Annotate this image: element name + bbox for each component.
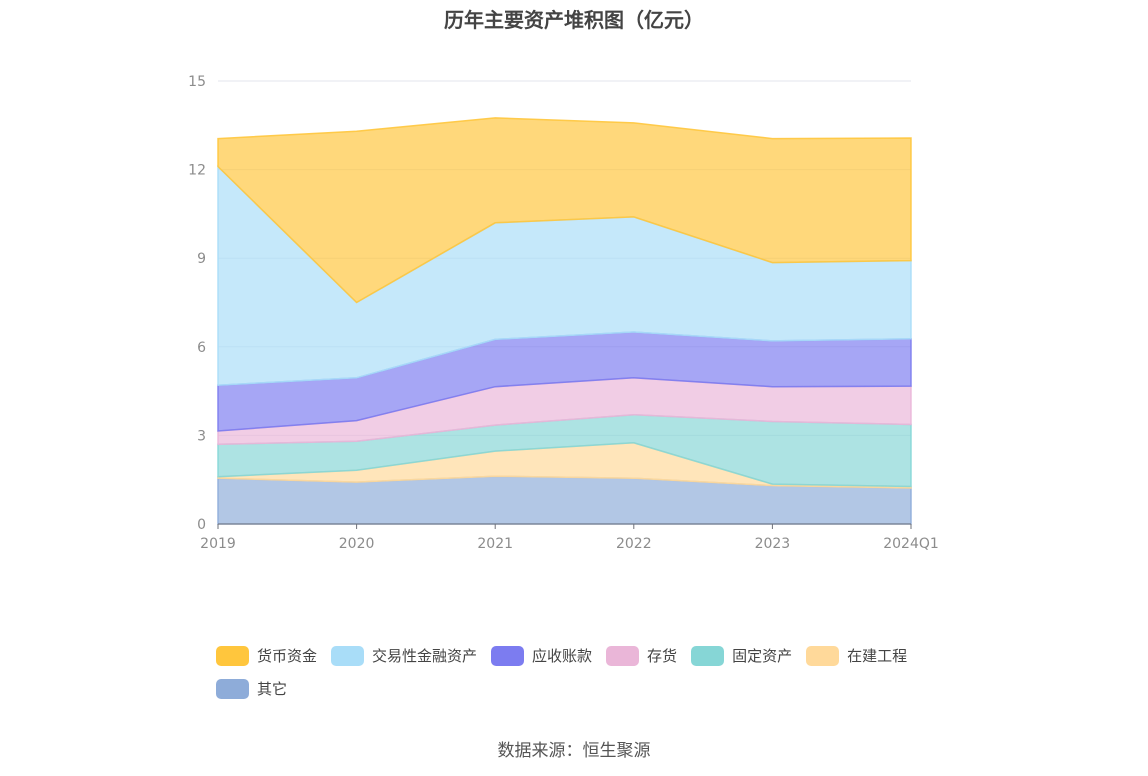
legend-swatch	[606, 645, 640, 666]
y-tick-label: 0	[197, 517, 206, 533]
x-tick-label: 2023	[755, 536, 791, 552]
legend-item[interactable]: 其它	[216, 672, 287, 705]
legend-label: 货币资金	[257, 647, 318, 665]
legend-item[interactable]: 货币资金	[216, 639, 317, 672]
legend-label: 存货	[647, 647, 678, 665]
legend-swatch	[491, 645, 525, 666]
legend-item[interactable]: 应收账款	[491, 639, 592, 672]
x-tick-label: 2021	[477, 536, 513, 552]
legend-label: 固定资产	[732, 647, 793, 665]
legend-swatch	[216, 645, 249, 666]
legend-label: 其它	[257, 680, 288, 698]
x-tick-label: 2020	[339, 536, 375, 552]
legend-item[interactable]: 固定资产	[691, 639, 792, 672]
y-tick-label: 3	[197, 428, 206, 444]
legend-label: 交易性金融资产	[372, 647, 478, 665]
legend: 货币资金 交易性金融资产 应收账款 存货 固定资产 在建工程其它	[216, 639, 956, 705]
legend-item[interactable]: 存货	[606, 639, 677, 672]
y-tick-label: 12	[188, 163, 206, 179]
legend-item[interactable]: 交易性金融资产	[331, 639, 477, 672]
legend-swatch	[806, 645, 840, 666]
x-tick-label: 2022	[616, 536, 652, 552]
legend-item[interactable]: 在建工程	[806, 639, 907, 672]
legend-swatch	[691, 645, 725, 666]
legend-swatch	[216, 678, 249, 699]
y-tick-label: 6	[197, 340, 206, 356]
area-series	[217, 117, 912, 525]
y-tick-label: 9	[197, 251, 206, 267]
area-series-货币资金	[217, 117, 912, 304]
axes: 0 3 6 9 12 15 2019 2020 2021 2022 2023 2024Q1	[188, 74, 939, 552]
x-tick-label: 2019	[200, 536, 236, 552]
y-tick-label: 15	[188, 74, 206, 90]
source-note: 数据来源：恒生聚源	[497, 741, 651, 761]
legend-swatch	[331, 645, 365, 666]
chart-title: 历年主要资产堆积图（亿元）	[444, 8, 704, 32]
x-tick-label: 2024Q1	[883, 536, 939, 552]
chart-plot: 0 3 6 9 12 15 2019 2020 2021 2022 2023 2024Q1	[188, 74, 939, 552]
legend-label: 应收账款	[532, 647, 593, 665]
legend-label: 在建工程	[847, 647, 908, 665]
